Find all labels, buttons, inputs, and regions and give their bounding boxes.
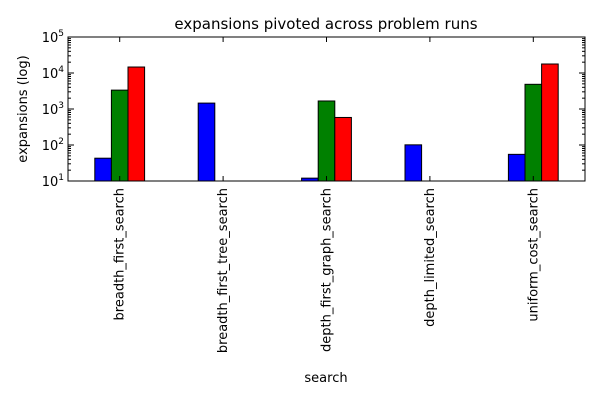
y-tick-label: 102: [42, 137, 64, 154]
x-axis-label: search: [304, 371, 347, 386]
x-tick-label: depth_limited_search: [423, 188, 438, 327]
chart-title: expansions pivoted across problem runs: [174, 15, 477, 33]
x-tick-label: breadth_first_tree_search: [216, 188, 231, 353]
y-axis-label: expansions (log): [16, 55, 31, 162]
y-tick-label: 103: [42, 101, 64, 118]
bar-breadth_first_tree_search-s1: [197, 102, 216, 182]
bar-depth_first_graph_search-s3: [334, 116, 352, 182]
y-tick-label: 104: [42, 65, 65, 82]
x-tick-label: uniform_cost_search: [526, 188, 541, 322]
bar-breadth_first_search-s3: [127, 66, 146, 182]
y-tick-label: 101: [42, 173, 64, 190]
bar-depth_first_graph_search-s2: [317, 100, 336, 182]
bar-breadth_first_search-s2: [110, 89, 129, 182]
bar-depth_limited_search-s1: [404, 144, 423, 182]
y-tick-label: 105: [42, 29, 64, 46]
bar-uniform_cost_search-s2: [524, 83, 543, 182]
x-tick-label: breadth_first_search: [113, 188, 128, 320]
bar-uniform_cost_search-s1: [507, 153, 526, 182]
x-tick-label: depth_first_graph_search: [320, 188, 335, 352]
bar-uniform_cost_search-s3: [541, 63, 559, 182]
plot-area: 101 102 103 104 105 breadth_first_search bread…: [42, 29, 586, 353]
bar-breadth_first_search-s1: [94, 157, 112, 182]
